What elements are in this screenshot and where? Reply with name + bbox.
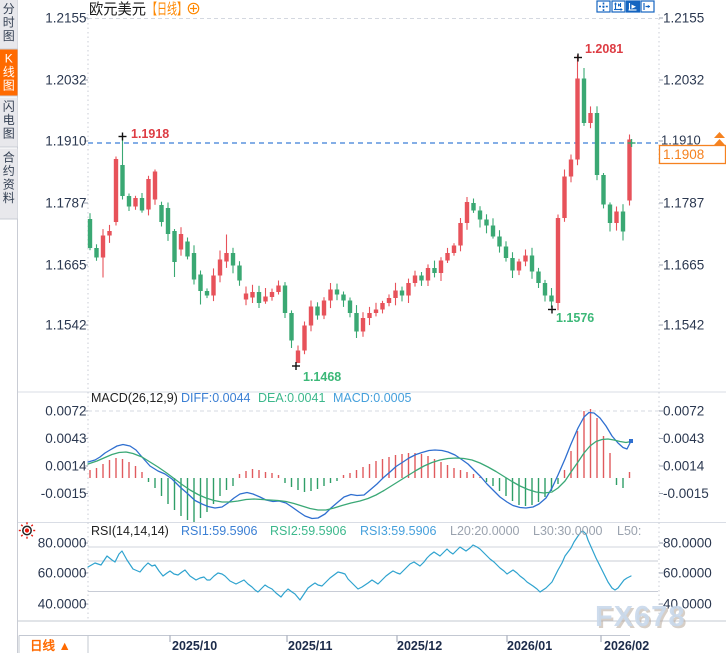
svg-text:1.1910: 1.1910 (661, 133, 701, 148)
svg-text:1.1787: 1.1787 (663, 196, 704, 211)
svg-text:1.1908: 1.1908 (663, 147, 704, 162)
svg-text:DIFF:0.0044: DIFF:0.0044 (181, 391, 251, 405)
svg-text:0.0072: 0.0072 (45, 404, 86, 419)
svg-text:RSI(14,14,14): RSI(14,14,14) (91, 524, 169, 538)
svg-text:1.1918: 1.1918 (131, 127, 169, 141)
svg-text:-0.0015: -0.0015 (41, 486, 87, 501)
svg-text:约: 约 (3, 163, 15, 178)
svg-text:时: 时 (3, 16, 15, 30)
svg-text:40.0000: 40.0000 (38, 597, 87, 612)
svg-text:分: 分 (3, 2, 15, 16)
svg-text:80.0000: 80.0000 (38, 536, 87, 551)
svg-text:0.0072: 0.0072 (663, 404, 704, 419)
svg-text:1.2032: 1.2032 (663, 73, 704, 88)
svg-text:80.0000: 80.0000 (663, 536, 712, 551)
svg-text:1.1542: 1.1542 (663, 318, 704, 333)
svg-text:1.1576: 1.1576 (556, 311, 594, 325)
svg-text:1.1665: 1.1665 (45, 258, 86, 273)
svg-text:图: 图 (3, 79, 15, 93)
svg-text:闪: 闪 (3, 100, 15, 114)
svg-text:0.0014: 0.0014 (45, 459, 87, 474)
svg-text:FX678: FX678 (597, 603, 687, 635)
svg-text:60.0000: 60.0000 (38, 566, 87, 581)
svg-text:0.0043: 0.0043 (663, 431, 704, 446)
svg-text:2025/12: 2025/12 (397, 639, 442, 653)
svg-text:合: 合 (3, 150, 15, 165)
svg-text:1.1665: 1.1665 (663, 258, 704, 273)
svg-text:2025/11: 2025/11 (288, 639, 333, 653)
svg-text:1.2155: 1.2155 (45, 11, 86, 26)
svg-text:1.1787: 1.1787 (45, 196, 86, 211)
svg-text:2025/10: 2025/10 (172, 639, 217, 653)
svg-text:RSI1:59.5906: RSI1:59.5906 (181, 524, 257, 538)
svg-text:线: 线 (3, 65, 15, 79)
svg-text:1.1910: 1.1910 (45, 134, 86, 149)
svg-text:40.0000: 40.0000 (663, 597, 712, 612)
svg-text:料: 料 (3, 191, 15, 205)
svg-text:1.1542: 1.1542 (45, 318, 86, 333)
svg-text:RSI3:59.5906: RSI3:59.5906 (360, 524, 436, 538)
svg-text:MACD(26,12,9): MACD(26,12,9) (91, 391, 178, 405)
svg-text:60.0000: 60.0000 (663, 566, 712, 581)
svg-text:-0.0015: -0.0015 (663, 486, 709, 501)
svg-text:图: 图 (3, 29, 15, 43)
svg-text:1.2155: 1.2155 (663, 11, 704, 26)
svg-text:L50:: L50: (617, 524, 641, 538)
svg-text:K: K (5, 52, 13, 66)
svg-text:DEA:0.0041: DEA:0.0041 (258, 391, 325, 405)
svg-text:0.0043: 0.0043 (45, 431, 86, 446)
svg-text:2026/02: 2026/02 (604, 639, 649, 653)
svg-text:1.2081: 1.2081 (585, 42, 623, 56)
svg-text:L30:30.0000: L30:30.0000 (533, 524, 603, 538)
svg-text:2026/01: 2026/01 (507, 639, 552, 653)
svg-text:【日线】: 【日线】 (147, 1, 187, 18)
svg-text:FX678: FX678 (595, 601, 685, 633)
svg-text:日线 ▲: 日线 ▲ (30, 638, 71, 653)
svg-text:1.2032: 1.2032 (45, 73, 86, 88)
svg-text:0.0014: 0.0014 (663, 459, 705, 474)
svg-text:欧元美元: 欧元美元 (89, 1, 146, 18)
svg-text:电: 电 (3, 113, 15, 127)
svg-text:MACD:0.0005: MACD:0.0005 (333, 391, 412, 405)
svg-text:1.1468: 1.1468 (303, 370, 341, 384)
svg-text:图: 图 (3, 127, 15, 141)
svg-text:L20:20.0000: L20:20.0000 (450, 524, 520, 538)
svg-text:资: 资 (3, 178, 15, 192)
svg-text:RSI2:59.5906: RSI2:59.5906 (270, 524, 346, 538)
